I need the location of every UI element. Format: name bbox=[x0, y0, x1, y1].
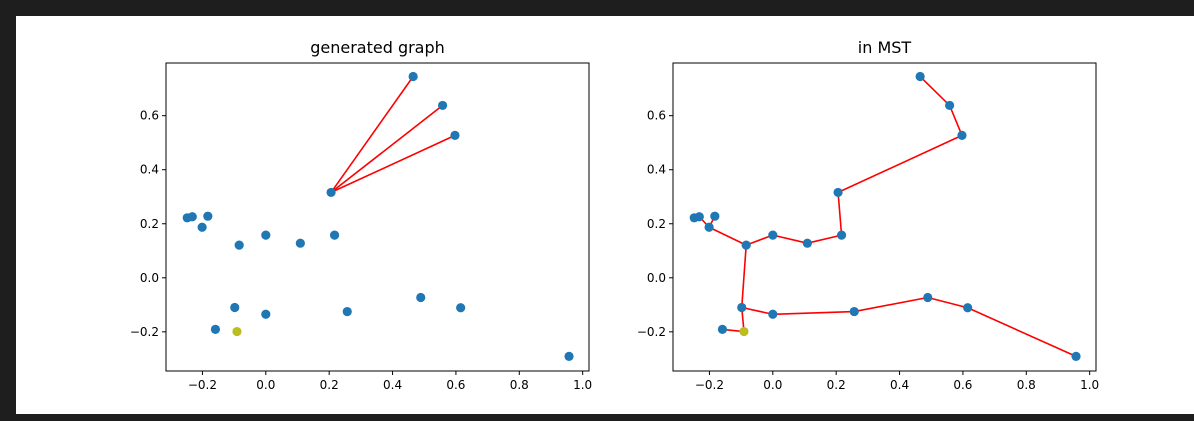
graph-edge bbox=[708, 226, 747, 246]
scatter-point bbox=[261, 309, 271, 319]
x-tick-label: 0.2 bbox=[320, 378, 339, 392]
graph-edge bbox=[837, 134, 963, 194]
graph-edge bbox=[927, 296, 968, 309]
scatter-point bbox=[450, 130, 460, 141]
scatter-point bbox=[849, 306, 859, 317]
scatter-point bbox=[923, 292, 933, 303]
scatter-point bbox=[564, 351, 574, 362]
graph-edge bbox=[919, 75, 951, 106]
y-tick-label: −0.2 bbox=[130, 325, 159, 339]
scatter-point bbox=[203, 211, 213, 221]
graph-edge bbox=[772, 310, 855, 316]
x-tick-label: −0.2 bbox=[695, 378, 724, 392]
scatter-point bbox=[717, 324, 728, 334]
scatter-point bbox=[187, 212, 197, 222]
y-tick-label: 0.4 bbox=[647, 163, 666, 177]
scatter-point bbox=[197, 222, 207, 232]
x-tick-label: 1.0 bbox=[573, 378, 592, 392]
highlight-point bbox=[232, 326, 242, 337]
x-tick-label: 0.8 bbox=[510, 378, 529, 392]
graph-edge bbox=[740, 245, 747, 308]
scatter-point bbox=[329, 230, 340, 240]
scatter-point bbox=[737, 302, 747, 313]
y-tick-label: 0.2 bbox=[647, 217, 666, 231]
x-tick-label: 0.0 bbox=[256, 378, 275, 392]
y-tick-label: 0.4 bbox=[140, 163, 159, 177]
scatter-point bbox=[230, 302, 240, 313]
scatter-point bbox=[326, 187, 336, 198]
y-tick-label: 0.0 bbox=[647, 271, 666, 285]
scatter-point bbox=[342, 306, 352, 317]
x-tick-label: 0.6 bbox=[446, 378, 465, 392]
scatter-point bbox=[957, 130, 967, 141]
scatter-point bbox=[261, 230, 271, 240]
x-tick-label: 0.4 bbox=[383, 378, 402, 392]
axes-frame bbox=[672, 62, 1097, 372]
highlight-point bbox=[739, 326, 749, 337]
x-tick-label: 0.8 bbox=[1017, 378, 1036, 392]
scatter-point bbox=[836, 230, 847, 240]
graph-edge bbox=[330, 104, 444, 194]
y-tick-label: 0.6 bbox=[647, 109, 666, 123]
scatter-point bbox=[408, 71, 418, 82]
x-tick-label: 0.6 bbox=[953, 378, 972, 392]
scatter-point bbox=[710, 211, 720, 221]
graph-edge bbox=[330, 134, 456, 194]
graph-edge bbox=[837, 192, 843, 236]
scatter-point bbox=[802, 238, 812, 248]
scatter-point bbox=[416, 292, 426, 303]
x-tick-label: 0.2 bbox=[827, 378, 846, 392]
y-tick-label: 0.2 bbox=[140, 217, 159, 231]
scatter-point bbox=[438, 100, 448, 111]
graph-edge bbox=[948, 105, 963, 136]
scatter-point bbox=[945, 100, 955, 111]
scatter-point bbox=[833, 187, 843, 198]
graph-edge bbox=[772, 234, 808, 244]
graph-edge bbox=[330, 76, 414, 193]
scatter-point bbox=[456, 303, 466, 313]
scatter-point bbox=[694, 212, 704, 222]
y-tick-label: 0.6 bbox=[140, 109, 159, 123]
graph-edge bbox=[967, 307, 1077, 358]
x-tick-label: 0.4 bbox=[890, 378, 909, 392]
graph-edge bbox=[807, 234, 842, 244]
scatter-point bbox=[768, 309, 778, 319]
graph-edge bbox=[741, 306, 773, 316]
scatter-point bbox=[234, 240, 244, 250]
scatter-point bbox=[741, 240, 751, 250]
chart-generated-graph: generated graph −0.2 0.0 0.2 0.4 0.6 0.8 1.0 −0.… bbox=[130, 38, 592, 392]
figure-canvas: generated graph −0.2 0.0 0.2 0.4 0.6 0.8 1.0 −0.… bbox=[16, 16, 1194, 414]
axes-frame bbox=[165, 62, 590, 372]
scatter-point bbox=[295, 238, 305, 248]
graph-edge bbox=[745, 234, 774, 246]
chart-title: in MST bbox=[858, 38, 912, 57]
y-tick-label: 0.0 bbox=[140, 271, 159, 285]
scatter-point bbox=[768, 230, 778, 240]
x-tick-label: 0.0 bbox=[763, 378, 782, 392]
scatter-point bbox=[210, 324, 221, 334]
graph-edge bbox=[854, 296, 928, 313]
x-tick-label: 1.0 bbox=[1080, 378, 1099, 392]
y-tick-label: −0.2 bbox=[637, 325, 666, 339]
x-tick-label: −0.2 bbox=[188, 378, 217, 392]
scatter-point bbox=[1071, 351, 1081, 362]
chart-title: generated graph bbox=[310, 38, 445, 57]
chart-in-mst: in MST −0.2 0.0 0.2 0.4 0.6 0.8 1.0 −0.2 0.0 0.2 0.… bbox=[637, 38, 1099, 392]
scatter-point bbox=[915, 71, 925, 82]
figure-svg: generated graph −0.2 0.0 0.2 0.4 0.6 0.8 1.0 −0.… bbox=[130, 38, 1099, 392]
scatter-point bbox=[963, 303, 973, 313]
scatter-point bbox=[704, 222, 714, 232]
